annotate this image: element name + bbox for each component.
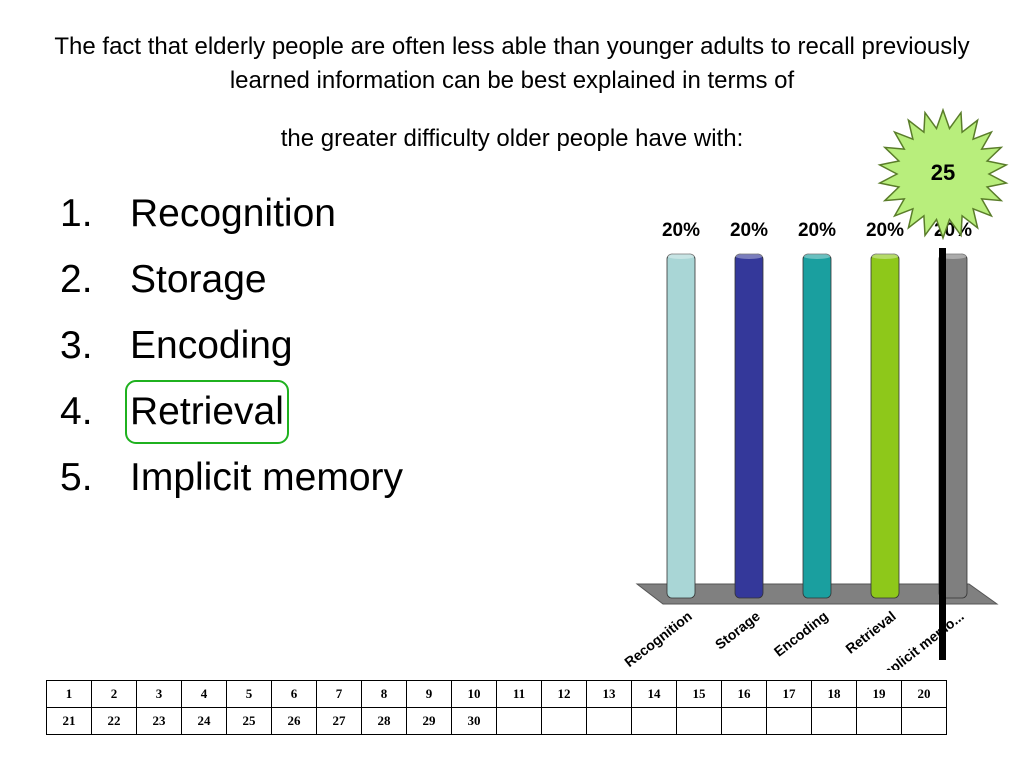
data-label-2: 20%	[730, 220, 768, 241]
grid-cell: 2	[91, 680, 137, 708]
bar-top-2	[735, 253, 763, 259]
response-bar-chart: 20% Recognition 20% Storage 20% Encoding 20% Re…	[621, 220, 999, 670]
grid-cell: 29	[406, 707, 452, 735]
grid-cell: 14	[631, 680, 677, 708]
countdown-timer: 25	[930, 160, 956, 185]
grid-cell: 15	[676, 680, 722, 708]
grid-cell: 25	[226, 707, 272, 735]
question-line-2: the greater difficulty older people have…	[280, 125, 744, 152]
countdown-starburst-icon	[877, 108, 1009, 240]
grid-cell	[541, 707, 587, 735]
grid-cell: 28	[361, 707, 407, 735]
grid-cell	[676, 707, 722, 735]
option-label: Encoding	[130, 324, 293, 367]
grid-cell: 6	[271, 680, 317, 708]
correct-answer-highlight: Retrieval	[125, 380, 289, 444]
grid-cell: 9	[406, 680, 452, 708]
grid-cell: 24	[181, 707, 227, 735]
grid-row: 1 2 3 4 5 6 7 8 9 10 11 12 13 14 15 16 17 18 19 20	[46, 680, 947, 708]
category-label-3: Encoding	[771, 608, 831, 660]
grid-cell: 13	[586, 680, 632, 708]
option-4: 4. Retrieval	[60, 380, 403, 451]
option-label: Recognition	[130, 192, 336, 235]
data-label-4: 20%	[866, 220, 904, 241]
bar-1	[666, 253, 696, 599]
grid-cell	[496, 707, 542, 735]
grid-cell: 22	[91, 707, 137, 735]
grid-cell: 20	[901, 680, 947, 708]
grid-cell: 26	[271, 707, 317, 735]
vertical-marker-line	[939, 248, 946, 660]
data-label-3: 20%	[798, 220, 836, 241]
grid-row: 21 22 23 24 25 26 27 28 29 30	[46, 707, 947, 735]
data-label-1: 20%	[662, 220, 700, 241]
grid-cell: 17	[766, 680, 812, 708]
option-number: 2.	[60, 258, 93, 301]
bar-4	[870, 253, 900, 599]
grid-cell	[586, 707, 632, 735]
grid-cell: 4	[181, 680, 227, 708]
grid-cell: 10	[451, 680, 497, 708]
grid-cell	[721, 707, 767, 735]
grid-cell	[766, 707, 812, 735]
option-number: 1.	[60, 192, 93, 235]
bar-top-4	[871, 253, 899, 259]
option-3: 3. Encoding	[60, 319, 403, 385]
option-5: 5. Implicit memory	[60, 451, 403, 517]
grid-cell: 7	[316, 680, 362, 708]
grid-cell: 23	[136, 707, 182, 735]
grid-cell: 12	[541, 680, 587, 708]
grid-cell	[856, 707, 902, 735]
grid-cell: 18	[811, 680, 857, 708]
grid-cell: 30	[451, 707, 497, 735]
option-1: 1. Recognition	[60, 187, 403, 253]
grid-cell: 27	[316, 707, 362, 735]
category-label-4: Retrieval	[842, 608, 898, 657]
question-line-1: The fact that elderly people are often l…	[54, 33, 970, 94]
grid-cell: 21	[46, 707, 92, 735]
option-label: Implicit memory	[130, 456, 404, 499]
grid-cell: 5	[226, 680, 272, 708]
bar-top-3	[803, 253, 831, 259]
responder-grid: 1 2 3 4 5 6 7 8 9 10 11 12 13 14 15 16 17 18 19 20 21 22 23 24 2…	[46, 680, 947, 735]
grid-cell: 11	[496, 680, 542, 708]
option-2: 2. Storage	[60, 253, 403, 319]
answer-options: 1. Recognition 2. Storage 3. Encoding 4. Ret…	[60, 187, 403, 517]
question-text: The fact that elderly people are often l…	[40, 30, 984, 156]
grid-cell: 19	[856, 680, 902, 708]
grid-cell	[901, 707, 947, 735]
bar-top-1	[667, 253, 695, 259]
option-number: 4.	[60, 390, 93, 433]
grid-cell: 1	[46, 680, 92, 708]
option-number: 3.	[60, 324, 93, 367]
option-label: Storage	[130, 258, 267, 301]
category-label-2: Storage	[712, 608, 763, 653]
bar-3	[802, 253, 832, 599]
grid-cell	[811, 707, 857, 735]
option-number: 5.	[60, 456, 93, 499]
grid-cell	[631, 707, 677, 735]
bar-2	[734, 253, 764, 599]
grid-cell: 16	[721, 680, 767, 708]
category-label-1: Recognition	[621, 608, 695, 670]
grid-cell: 8	[361, 680, 407, 708]
grid-cell: 3	[136, 680, 182, 708]
